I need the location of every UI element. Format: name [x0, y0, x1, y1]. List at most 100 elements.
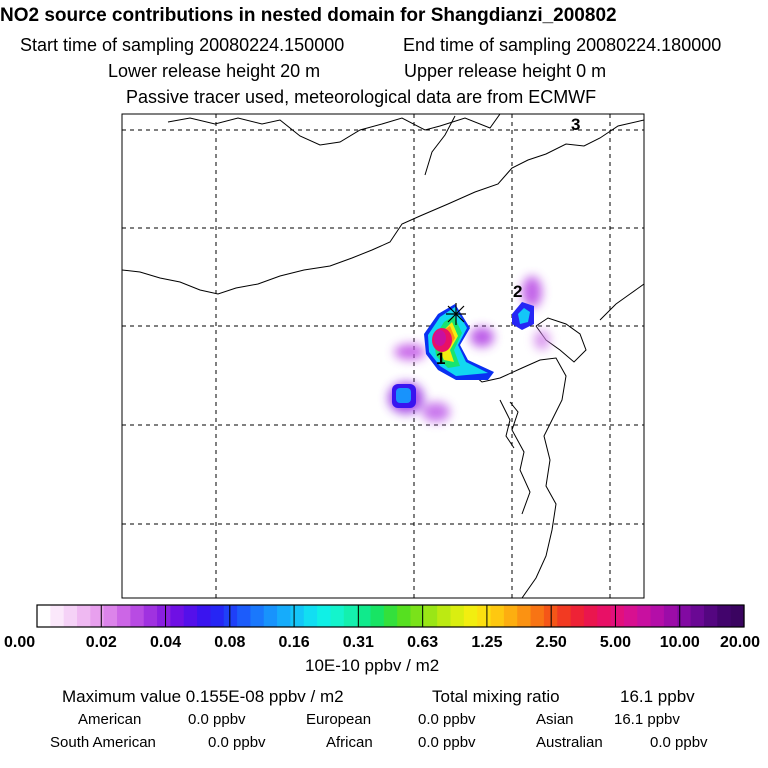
- colorbar-cell: [610, 605, 625, 627]
- end-time-label: End time of sampling 20080224.180000: [403, 35, 722, 55]
- colorbar-cell: [663, 605, 678, 627]
- colorbar-cell: [730, 605, 745, 627]
- colorbar-cell: [703, 605, 718, 627]
- colorbar-cell: [490, 605, 505, 627]
- region-value-south-american: 0.0 ppbv: [208, 734, 266, 751]
- colorbar-cell: [450, 605, 465, 627]
- colorbar-cell: [383, 605, 398, 627]
- region-name-american: American: [78, 711, 142, 728]
- colorbar-cell: [223, 605, 238, 627]
- colorbar-cell: [410, 605, 425, 627]
- start-time-label: Start time of sampling 20080224.150000: [20, 35, 345, 55]
- region-name-european: European: [306, 711, 372, 728]
- colorbar-cell: [437, 605, 452, 627]
- colorbar-cell: [650, 605, 665, 627]
- colorbar-cell: [263, 605, 278, 627]
- colorbar-cell: [477, 605, 492, 627]
- colorbar-tick-label: 0.08: [214, 634, 245, 651]
- colorbar-cell: [637, 605, 652, 627]
- colorbar-cell: [463, 605, 478, 627]
- colorbar-cell: [303, 605, 318, 627]
- colorbar-tick-label: 5.00: [600, 634, 631, 651]
- region-value-asian: 16.1 ppbv: [614, 711, 680, 728]
- colorbar-tick-label: 0.04: [150, 634, 181, 651]
- colorbar-cell: [330, 605, 345, 627]
- map-gridlines: [122, 114, 644, 598]
- annotation-1: 1: [436, 349, 445, 368]
- colorbar-cell: [623, 605, 638, 627]
- colorbar-tick-label: 0.31: [343, 634, 374, 651]
- colorbar-tick-label: 0.16: [279, 634, 310, 651]
- region-value-american: 0.0 ppbv: [188, 711, 246, 728]
- colorbar-cell: [103, 605, 118, 627]
- colorbar-cell: [583, 605, 598, 627]
- colorbar-cell: [90, 605, 105, 627]
- receptor-marker-icon: [446, 303, 466, 325]
- colorbar-cell: [117, 605, 131, 627]
- annotation-2: 2: [513, 282, 522, 301]
- colorbar-tick-label: 2.50: [536, 634, 567, 651]
- colorbar-cell: [143, 605, 158, 627]
- max-value-label: Maximum value 0.155E-08 ppbv / m2: [62, 687, 344, 706]
- colorbar-tick-label: 20.00: [720, 634, 760, 651]
- colorbar-tick-label: 0.63: [407, 634, 438, 651]
- colorbar-cell: [170, 605, 185, 627]
- colorbar-cell: [210, 605, 225, 627]
- colorbar-cell: [503, 605, 518, 627]
- region-name-australian: Australian: [536, 734, 603, 751]
- colorbar-cell: [343, 605, 358, 627]
- region-name-south-american: South American: [50, 734, 156, 751]
- colorbar-cell: [277, 605, 292, 627]
- colorbar-cell: [130, 605, 145, 627]
- colorbar-cell: [557, 605, 572, 627]
- region-name-african: African: [326, 734, 373, 751]
- colorbar-tick-label: 10.00: [660, 634, 700, 651]
- colorbar-cell: [397, 605, 412, 627]
- colorbar-cell: [570, 605, 585, 627]
- colorbar-cell: [197, 605, 212, 627]
- colorbar-cell: [690, 605, 705, 627]
- colorbar-cell: [237, 605, 252, 627]
- colorbar-cell: [357, 605, 372, 627]
- colorbar-cells: [37, 605, 745, 627]
- colorbar-cell: [250, 605, 265, 627]
- colorbar-cell: [597, 605, 612, 627]
- colorbar-cell: [317, 605, 332, 627]
- colorbar-cell: [423, 605, 438, 627]
- colorbar-cell: [63, 605, 78, 627]
- annotation-3: 3: [571, 115, 580, 134]
- colorbar-frame: [36, 604, 745, 628]
- colorbar-cell: [183, 605, 198, 627]
- colorbar-tick-label: 1.25: [471, 634, 502, 651]
- total-mixing-value: 16.1 ppbv: [620, 687, 695, 706]
- colorbar-cell: [517, 605, 532, 627]
- colorbar-unit-label: 10E-10 ppbv / m2: [305, 656, 440, 675]
- colorbar-cell: [157, 605, 171, 627]
- region-name-asian: Asian: [536, 711, 574, 728]
- lower-release-label: Lower release height 20 m: [108, 61, 321, 81]
- colorbar-cell: [50, 605, 65, 627]
- chart-title: NO2 source contributions in nested domai…: [0, 5, 617, 26]
- colorbar-tick-label: 0.02: [86, 634, 117, 651]
- tracer-label: Passive tracer used, meteorological data…: [126, 87, 597, 107]
- total-mixing-label: Total mixing ratio: [432, 687, 560, 706]
- region-value-australian: 0.0 ppbv: [650, 734, 708, 751]
- concentration-plume: [388, 276, 550, 422]
- colorbar-cell: [677, 605, 692, 627]
- colorbar-cell: [370, 605, 385, 627]
- region-value-african: 0.0 ppbv: [418, 734, 476, 751]
- upper-release-label: Upper release height 0 m: [404, 61, 607, 81]
- colorbar-cell: [37, 605, 51, 627]
- colorbar-ticks: [100, 605, 681, 627]
- colorbar-cell: [717, 605, 732, 627]
- colorbar-tick-label: 0.00: [4, 634, 35, 651]
- map-coastlines: [122, 114, 644, 598]
- region-value-european: 0.0 ppbv: [418, 711, 476, 728]
- colorbar-tick-labels: 0.00 0.02 0.04 0.08 0.16 0.31 0.63 1.25 2.50 5.00…: [4, 634, 760, 651]
- map-frame: [121, 113, 645, 599]
- colorbar-cell: [530, 605, 545, 627]
- colorbar-cell: [290, 605, 305, 627]
- colorbar-cell: [77, 605, 91, 627]
